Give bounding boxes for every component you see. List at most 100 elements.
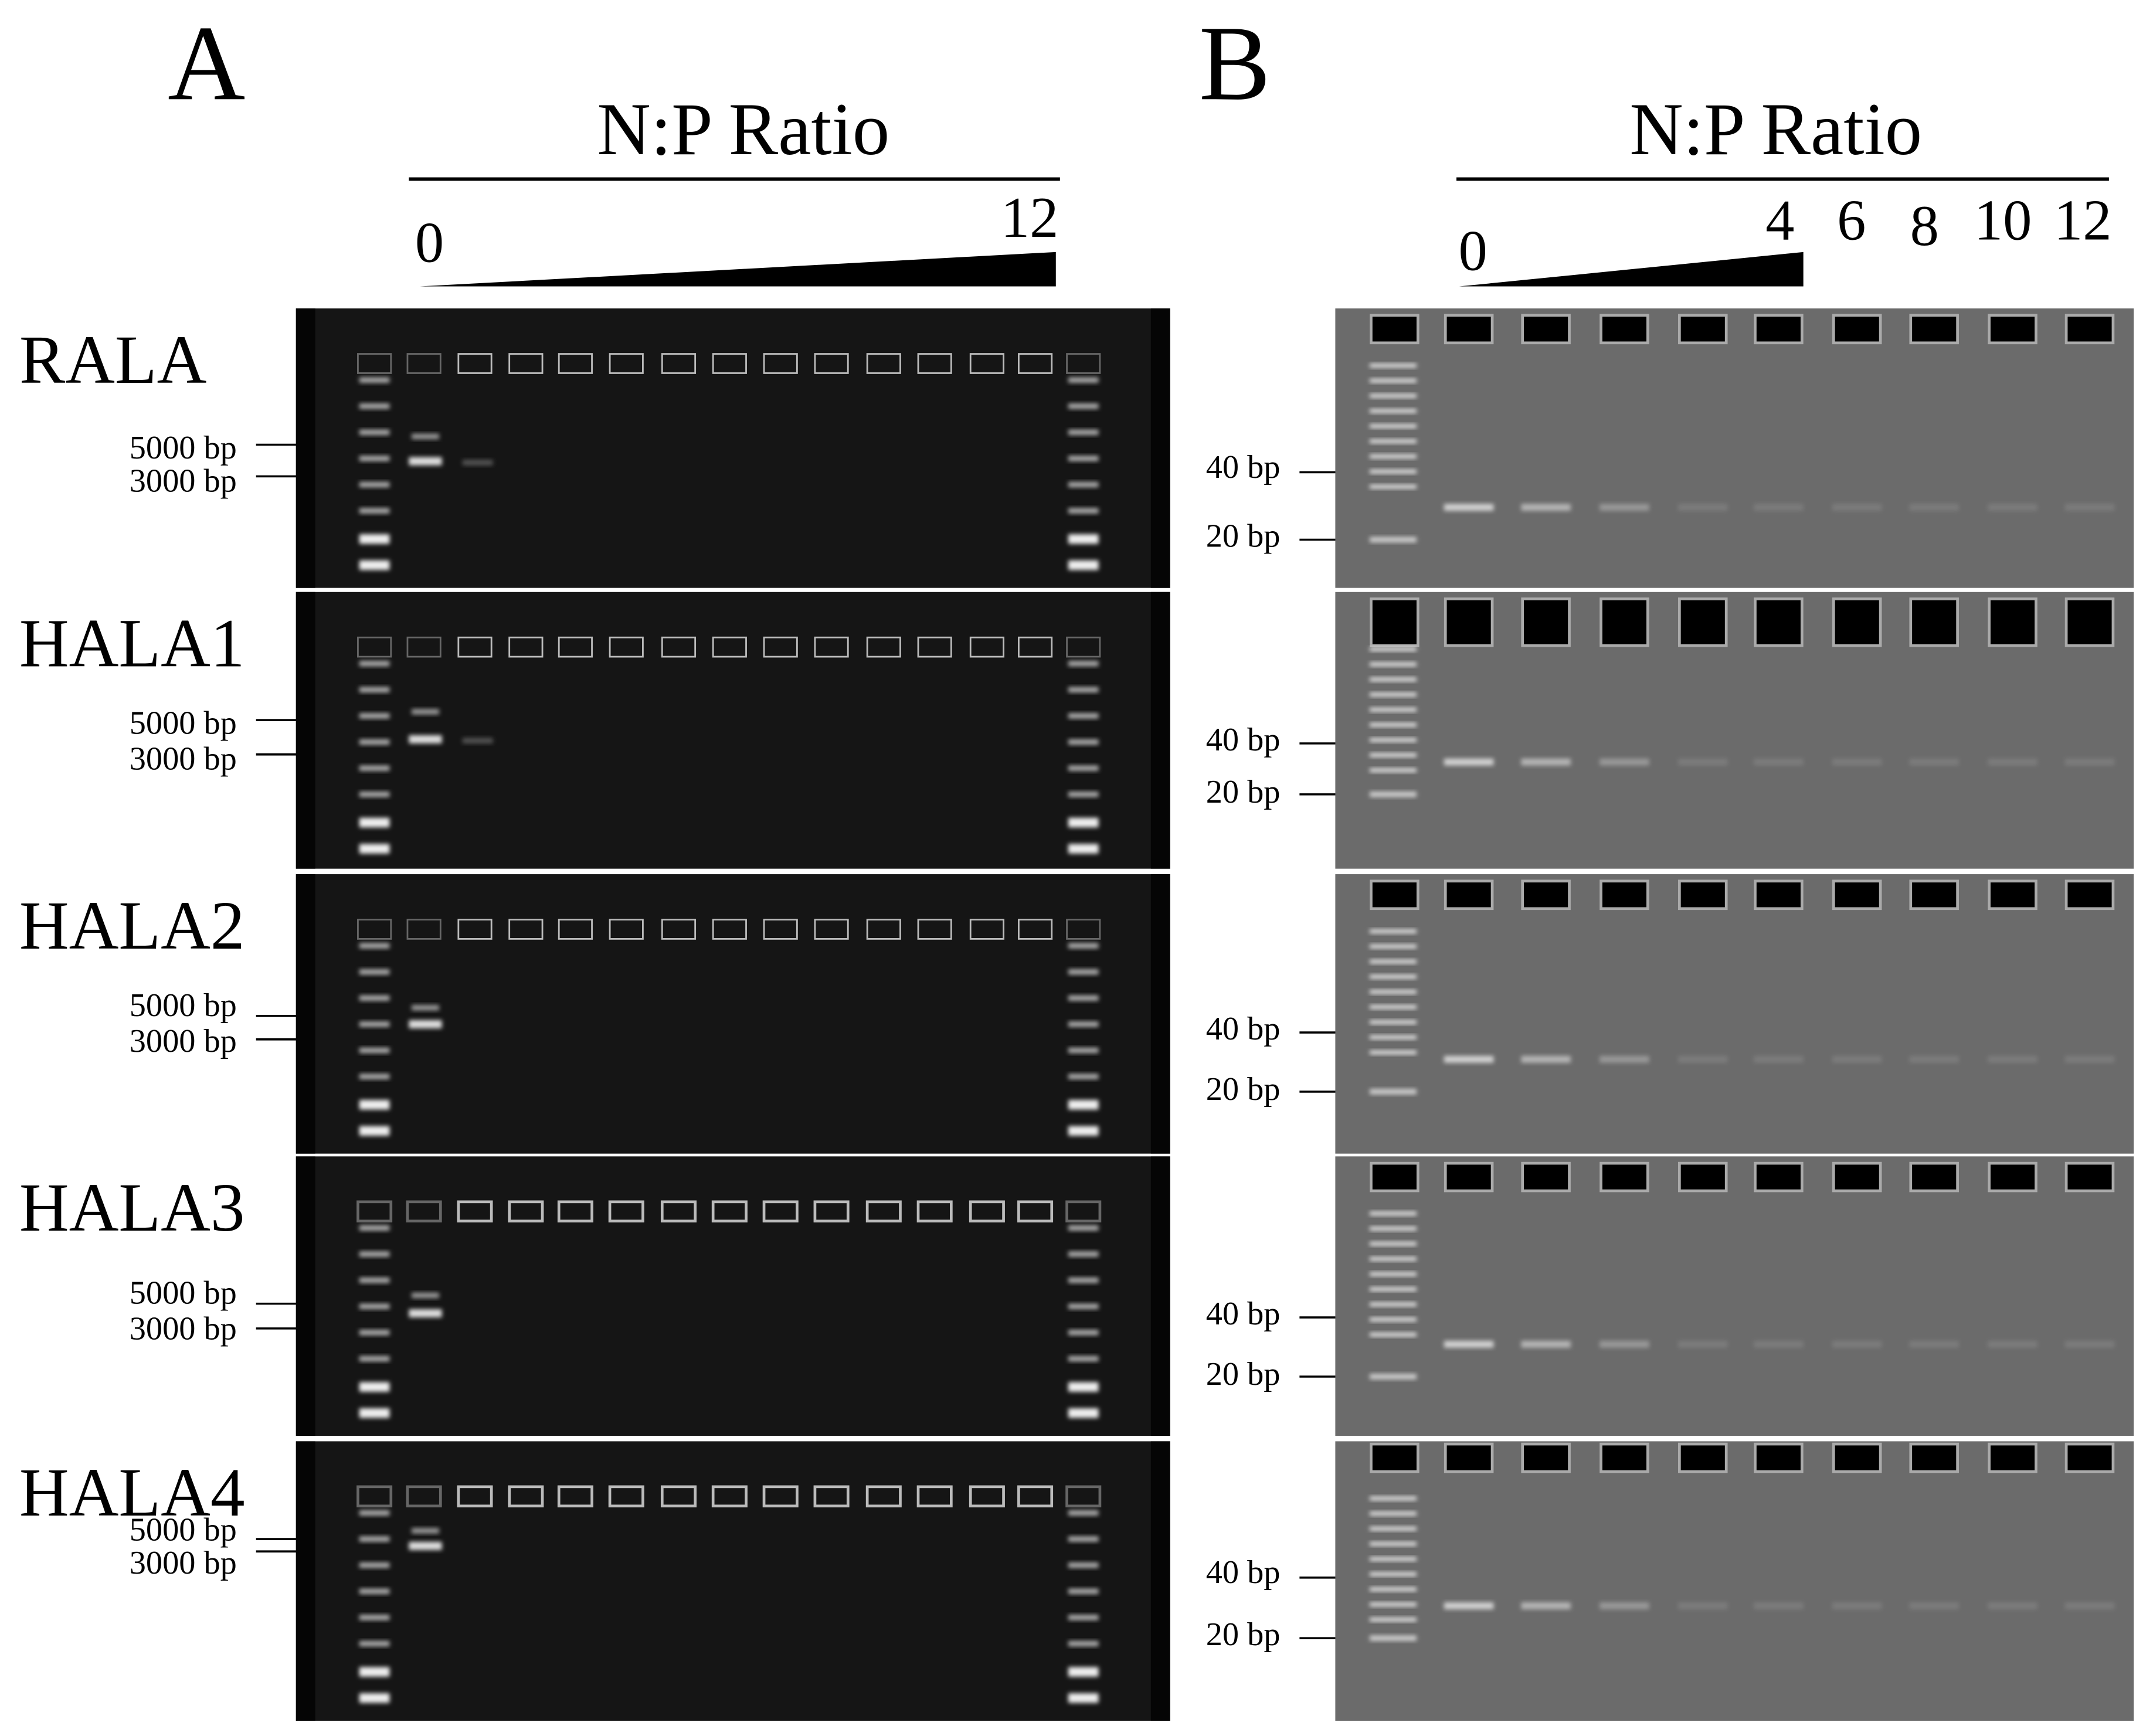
ladder-band [359,1126,390,1136]
gel-well [508,353,544,374]
gel-well [2064,597,2115,647]
gel-well [712,919,747,940]
gel-well [1832,879,1882,911]
ladder-band [1068,403,1099,409]
ladder-band [1068,969,1099,975]
ladder-band [359,377,390,383]
gel-well [457,353,493,374]
ladder-band [359,560,390,570]
gel-well [1988,314,2037,345]
ladder-band [1370,378,1417,383]
ladder-band [1068,791,1099,797]
dna-band [1600,758,1649,766]
gel-background [296,308,1170,588]
ladder-band [1370,1287,1417,1292]
gel-well [1909,1161,1959,1193]
gel-well [1521,879,1571,911]
ladder-band [1370,1256,1417,1261]
size-marker: 20 bp [1206,518,1281,554]
gel-well [1444,314,1494,345]
gel-edge [296,874,315,1154]
gel-well [1521,1161,1571,1193]
gel-well [357,636,392,658]
ladder-band [1068,995,1099,1001]
gel-well [608,1485,644,1508]
ladder-band [1370,1557,1417,1561]
ladder-band [359,1100,390,1110]
size-marker: 3000 bp [130,1311,237,1347]
gel-background [1335,308,2134,588]
panel-label: A [168,4,245,123]
dna-band [409,457,442,466]
dna-band [1988,504,2037,511]
ladder-band [1370,1272,1417,1276]
ladder-band [1068,943,1099,949]
ladder-band [1370,1602,1417,1607]
ladder-band [1370,1635,1417,1641]
gel-well [969,919,1004,940]
ladder-band [1370,791,1417,797]
size-marker: 5000 bp [130,1511,237,1548]
gel-well [1600,879,1649,911]
ladder-band [1068,377,1099,383]
ladder-band [1068,481,1099,488]
gel-well [866,919,901,940]
gel-well [660,1200,697,1223]
gel-well [406,919,442,940]
gel-well [865,1200,902,1223]
dna-band [412,709,439,715]
dna-band [1521,758,1571,766]
dna-band [1678,758,1728,766]
ladder-band [1068,1562,1099,1568]
ladder-band [1370,484,1417,489]
gel-well [1370,1161,1420,1193]
gel-well [1370,314,1420,345]
ratio-wedge [420,252,1056,287]
gel-well [508,1200,544,1223]
ladder-band [1068,661,1099,667]
gel-well [1678,879,1728,911]
gel-well [1065,1485,1102,1508]
dna-band [409,1020,442,1029]
dna-band [1521,1602,1571,1609]
dna-band [1444,1055,1494,1063]
gel-well [1521,597,1571,647]
ladder-band [359,1251,390,1257]
ladder-band [1068,1073,1099,1079]
dna-band [1521,1055,1571,1063]
ladder-band [1068,1021,1099,1027]
gel-well [1832,1442,1882,1473]
ladder-band [1068,739,1099,745]
dna-band [1521,1340,1571,1348]
dna-band [1832,758,1882,766]
gel-well [917,353,952,374]
gel-well [508,636,544,658]
dna-band [2064,504,2115,511]
gel-well [2064,1442,2115,1473]
size-marker: 5000 bp [130,1275,237,1312]
gel-image-a [296,874,1170,1154]
row-label: HALA3 [19,1170,245,1246]
ladder-band [359,661,390,667]
gel-background [1335,1441,2134,1721]
ladder-band [1068,1047,1099,1054]
ladder-band [359,1588,390,1594]
gel-well [609,636,644,658]
dna-band [1832,504,1882,511]
gel-well [762,1200,799,1223]
dna-band [462,738,493,744]
size-marker: 40 bp [1206,1554,1281,1591]
gel-well [1678,1161,1728,1193]
ladder-band [1068,1330,1099,1336]
ladder-band [1370,1526,1417,1531]
ladder-band [1370,1317,1417,1322]
dna-band [1444,504,1494,511]
ladder-band [359,1615,390,1621]
dna-band [1600,504,1649,511]
ladder-band [359,817,390,828]
ladder-band [1068,1640,1099,1647]
size-marker: 40 bp [1206,449,1281,485]
gel-well [609,919,644,940]
gel-well [1370,597,1420,647]
